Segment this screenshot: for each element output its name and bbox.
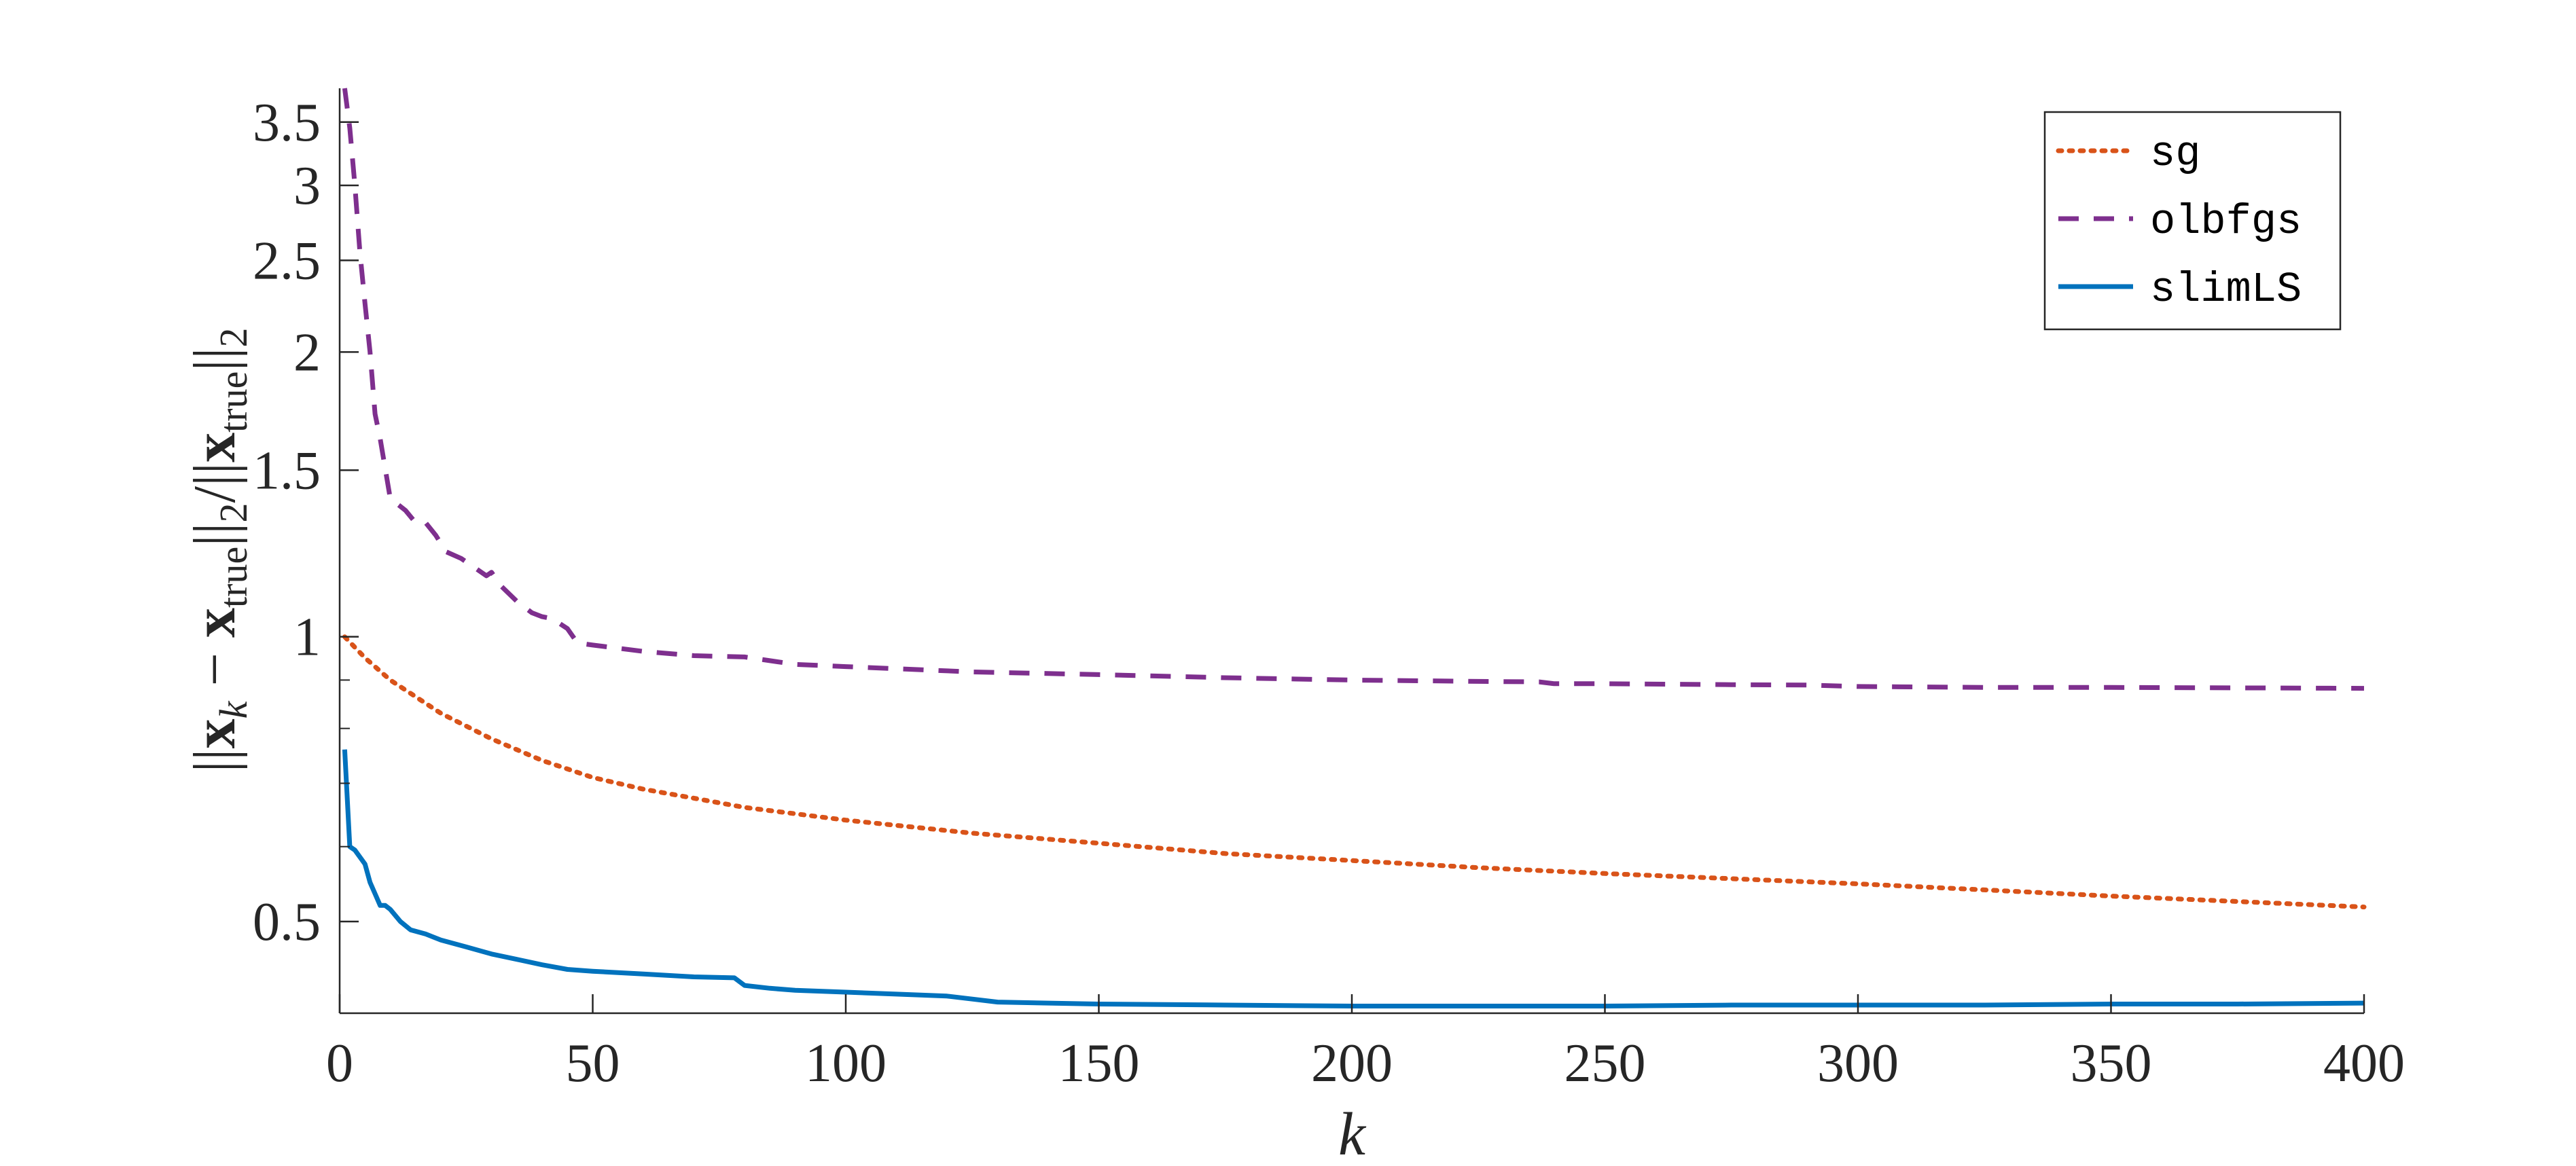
- x-tick-label-100: 100: [805, 1034, 887, 1093]
- x-tick-label-200: 200: [1311, 1034, 1393, 1093]
- series-line-olbfgs: [342, 88, 2365, 691]
- y-label-x: x: [182, 718, 248, 748]
- y-label-xtrue: x: [182, 608, 248, 638]
- y-label-slash: /||: [182, 462, 248, 503]
- legend: sg olbfgs slimLS: [2043, 111, 2342, 331]
- y-ticks: 0.5 1 1.5 2 2.5 33.5: [253, 93, 359, 952]
- series-line-sg: [342, 634, 2367, 910]
- y-tick-label-3: 3: [293, 156, 321, 216]
- series-line-slimLS: [342, 749, 2365, 1008]
- y-label-xtrue-sub: true: [211, 547, 255, 608]
- y-label-norm-close-2: ||: [182, 347, 248, 371]
- y-label-denom-x: x: [182, 433, 248, 462]
- x-tick-label-50: 50: [566, 1034, 620, 1093]
- y-tick-label-2: 2: [293, 323, 321, 382]
- y-label-norm-close-1: ||: [182, 523, 248, 547]
- x-tick-label-250: 250: [1564, 1034, 1646, 1093]
- legend-label-olbfgs: olbfgs: [2150, 198, 2302, 246]
- y-label-x-sub: k: [211, 700, 255, 718]
- y-tick-label-2.5: 2.5: [253, 231, 321, 291]
- legend-label-sg: sg: [2150, 130, 2200, 178]
- y-label-minus: −: [182, 638, 248, 702]
- x-axis-label: k: [1338, 1101, 1367, 1166]
- x-tick-label-350: 350: [2071, 1034, 2152, 1093]
- x-tick-label-300: 300: [1817, 1034, 1899, 1093]
- y-tick-label-1: 1: [293, 608, 321, 668]
- x-tick-label-400: 400: [2323, 1034, 2405, 1093]
- y-tick-label-1.5: 1.5: [253, 441, 321, 500]
- x-tick-label-150: 150: [1058, 1034, 1140, 1093]
- y-axis-label: ||xk − xtrue||2/||xtrue||2: [182, 327, 255, 772]
- y-tick-label-3.5: 3.5: [253, 93, 321, 153]
- legend-label-slimLS: slimLS: [2150, 266, 2302, 314]
- y-label-norm-open: ||: [182, 748, 248, 772]
- x-ticks: 0 50 100 150 200 250 300 350 400: [326, 994, 2405, 1093]
- y-label-two-1: 2: [211, 503, 255, 523]
- y-label-denom-sub: true: [211, 371, 255, 433]
- x-tick-label-0: 0: [326, 1034, 353, 1093]
- y-tick-label-0.5: 0.5: [253, 892, 321, 952]
- y-label-two-2: 2: [211, 327, 255, 347]
- series-layer: [342, 88, 2367, 1008]
